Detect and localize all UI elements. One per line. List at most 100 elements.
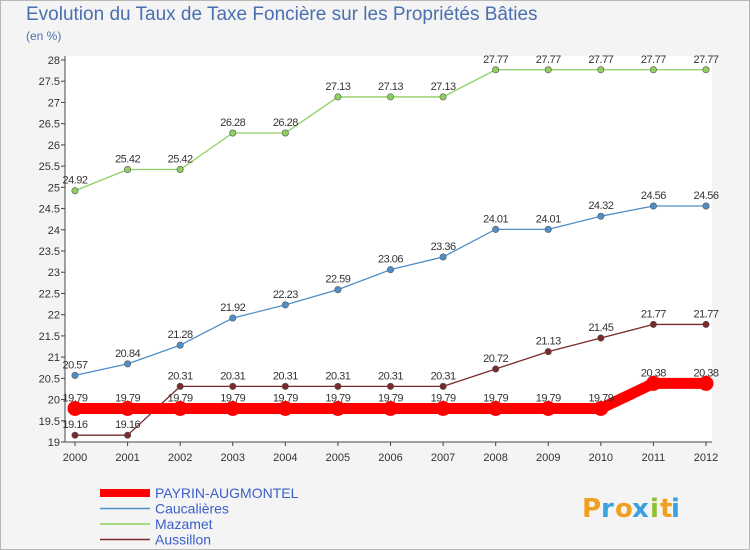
data-label: 27.13	[431, 81, 456, 93]
y-tick-label: 26	[48, 140, 60, 152]
data-point	[176, 382, 184, 390]
x-tick-label: 2005	[326, 452, 350, 464]
logo-letter: r	[601, 494, 614, 524]
data-label: 19.16	[115, 419, 140, 431]
data-point	[597, 334, 605, 342]
data-label: 19.79	[220, 392, 245, 404]
y-tick-label: 23	[48, 267, 60, 279]
data-point	[229, 314, 237, 322]
data-label: 21.13	[536, 336, 561, 348]
data-label: 27.77	[588, 54, 613, 66]
data-point	[492, 365, 500, 373]
data-point	[330, 400, 346, 416]
data-label: 27.77	[641, 54, 666, 66]
logo-letter: t	[660, 494, 672, 524]
data-point	[439, 382, 447, 390]
legend-label: Aussillon	[155, 532, 211, 548]
data-point	[544, 66, 552, 74]
data-point	[176, 341, 184, 349]
x-tick-label: 2002	[168, 452, 192, 464]
x-tick-label: 2003	[221, 452, 245, 464]
data-label: 19.79	[536, 392, 561, 404]
x-tick-label: 2004	[273, 452, 297, 464]
data-point	[225, 400, 241, 416]
data-point	[281, 129, 289, 137]
data-label: 20.84	[115, 348, 140, 360]
data-label: 20.57	[62, 359, 87, 371]
data-label: 19.79	[588, 392, 613, 404]
x-tick-label: 2000	[63, 452, 87, 464]
data-label: 20.31	[220, 370, 245, 382]
data-point	[439, 253, 447, 261]
y-tick-label: 23.5	[39, 246, 60, 258]
data-label: 20.31	[273, 370, 298, 382]
x-tick-label: 2011	[642, 452, 666, 464]
data-label: 19.79	[483, 392, 508, 404]
data-label: 21.45	[588, 322, 613, 334]
data-point	[71, 187, 79, 195]
data-label: 24.56	[693, 190, 718, 202]
data-point	[702, 320, 710, 328]
legend-label: Mazamet	[155, 516, 213, 532]
data-point	[229, 382, 237, 390]
data-point	[124, 431, 132, 439]
data-label: 19.79	[168, 392, 193, 404]
data-point	[386, 266, 394, 274]
data-point	[281, 382, 289, 390]
data-point	[492, 225, 500, 233]
data-label: 27.77	[693, 54, 718, 66]
x-tick-label: 2001	[115, 452, 139, 464]
data-point	[71, 371, 79, 379]
data-point	[488, 400, 504, 416]
y-tick-label: 20	[48, 395, 60, 407]
y-tick-label: 19	[48, 437, 60, 449]
data-label: 21.28	[168, 329, 193, 341]
data-point	[492, 66, 500, 74]
logo-letter: P	[582, 494, 601, 524]
data-label: 20.38	[693, 367, 718, 379]
y-tick-label: 22.5	[39, 288, 60, 300]
y-tick-label: 27.5	[39, 76, 60, 88]
data-point	[544, 225, 552, 233]
data-point	[702, 66, 710, 74]
data-point	[386, 382, 394, 390]
y-tick-label: 24	[48, 225, 60, 237]
y-tick-label: 28	[48, 55, 60, 67]
data-label: 25.42	[168, 154, 193, 166]
data-label: 21.92	[220, 302, 245, 314]
data-label: 26.28	[273, 117, 298, 129]
data-label: 27.13	[378, 81, 403, 93]
data-label: 27.77	[483, 54, 508, 66]
y-tick-label: 25.5	[39, 161, 60, 173]
x-tick-label: 2012	[694, 452, 718, 464]
data-label: 26.28	[220, 117, 245, 129]
data-point	[229, 129, 237, 137]
y-tick-label: 21.5	[39, 331, 60, 343]
data-label: 20.31	[431, 370, 456, 382]
data-point	[277, 400, 293, 416]
data-label: 24.92	[62, 175, 87, 187]
data-point	[649, 320, 657, 328]
data-point	[698, 375, 714, 391]
data-point	[649, 66, 657, 74]
y-tick-label: 24.5	[39, 204, 60, 216]
data-point	[124, 166, 132, 174]
data-point	[435, 400, 451, 416]
legend-label: PAYRIN-AUGMONTEL	[155, 485, 299, 501]
data-label: 19.79	[62, 392, 87, 404]
data-point	[67, 400, 83, 416]
data-point	[540, 400, 556, 416]
data-label: 21.77	[693, 308, 718, 320]
y-tick-label: 20.5	[39, 373, 60, 385]
data-label: 19.16	[62, 419, 87, 431]
data-label: 19.79	[431, 392, 456, 404]
x-tick-label: 2009	[536, 452, 560, 464]
data-point	[176, 166, 184, 174]
data-point	[386, 93, 394, 101]
logo-letter: i	[671, 494, 680, 524]
data-point	[124, 360, 132, 368]
data-label: 24.01	[536, 213, 561, 225]
y-tick-label: 26.5	[39, 119, 60, 131]
data-point	[649, 202, 657, 210]
